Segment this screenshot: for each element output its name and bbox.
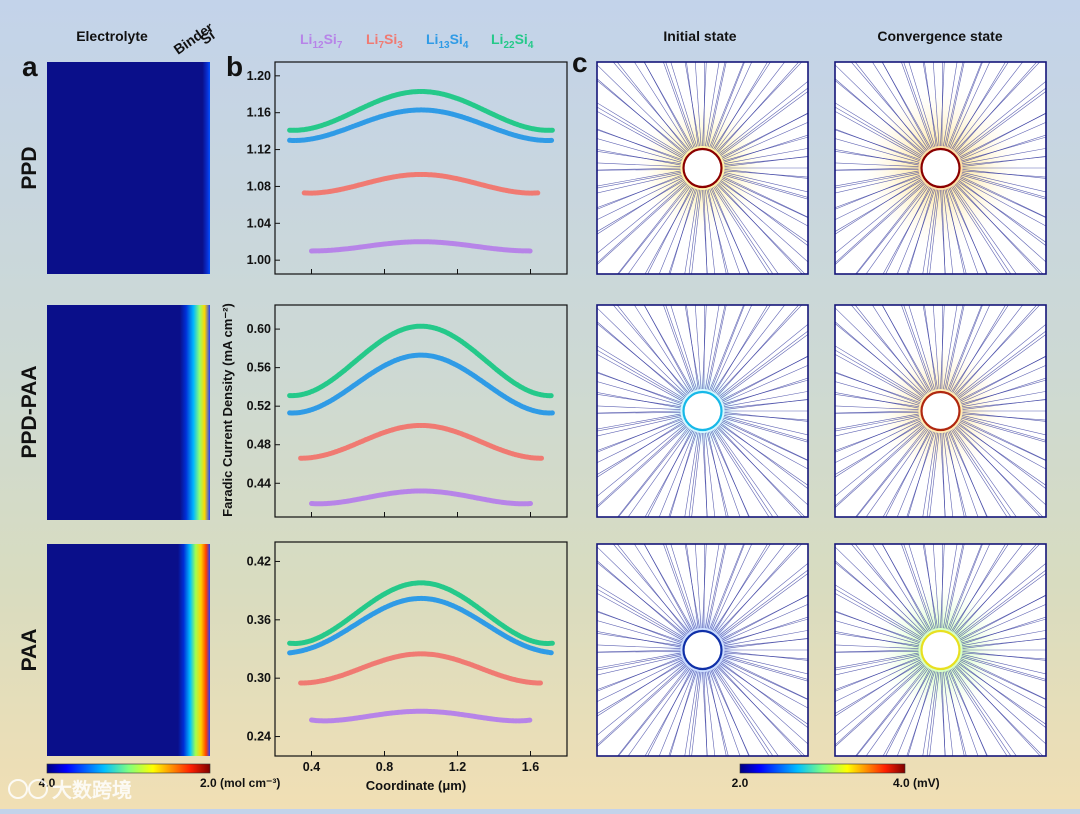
series-line-li12si7-ppd [312, 242, 531, 251]
watermark: 大数跨境 [9, 778, 132, 802]
binder-region-ppd [183, 62, 210, 274]
concentration-map-ppd-paa [47, 305, 210, 520]
header-initial-state: Initial state [663, 28, 736, 44]
field-panel-initial-ppd-paa [533, 241, 873, 581]
concentration-map-ppd [47, 62, 210, 274]
row-label-ppd-paa: PPD-PAA [18, 366, 41, 459]
potential-field-panels [533, 0, 1080, 809]
panel-letter-c: c [572, 47, 588, 78]
row-label-paa: PAA [18, 629, 41, 672]
y-tick-label: 1.04 [247, 216, 271, 230]
legend-entry-li22si4: Li22Si4 [491, 31, 534, 51]
panel-letter-b: b [226, 51, 243, 82]
binder-region-ppd-paa [180, 305, 210, 520]
x-tick-label: 1.6 [522, 760, 539, 774]
subplot-frame-ppd-paa [275, 305, 567, 517]
y-tick-label: 0.56 [247, 361, 271, 375]
y-tick-label: 0.42 [247, 554, 271, 568]
y-tick-label: 1.16 [247, 106, 271, 120]
y-tick-label: 1.12 [247, 143, 271, 157]
potential-colorbar: 2.0 4.0 (mV) [732, 764, 940, 790]
watermark-text: 大数跨境 [52, 778, 132, 802]
header-electrolyte: Electrolyte [76, 28, 148, 44]
particle-ring [684, 392, 722, 430]
series-line-li13si4-paa [290, 598, 553, 653]
current-density-chart: 1.00 1.04 1.08 1.12 1.16 1.20 0.44 0.48 0.52 0.56… [247, 69, 553, 774]
y-tick-label: 0.36 [247, 613, 271, 627]
y-tick-label: 0.60 [247, 322, 271, 336]
potential-colorbar-gradient [740, 764, 905, 773]
potential-colorbar-max: 4.0 (mV) [893, 776, 940, 790]
concentration-map-paa [47, 544, 210, 756]
series-line-li12si7-ppd-paa [312, 491, 531, 504]
subplot-ppd: 1.00 1.04 1.08 1.12 1.16 1.20 [247, 69, 553, 274]
y-tick-label: 0.52 [247, 399, 271, 413]
particle-ring [922, 149, 960, 187]
y-tick-label: 1.20 [247, 69, 271, 83]
binder-region-paa [178, 544, 210, 756]
watermark-icon [9, 780, 27, 798]
series-line-li7si3-paa [301, 654, 542, 683]
series-line-li22si4-ppd-paa [290, 326, 553, 396]
legend-entry-li13si4: Li13Si4 [426, 31, 469, 51]
x-tick-label: 0.4 [303, 760, 320, 774]
y-tick-label: 1.00 [247, 253, 271, 267]
particle-ring [922, 631, 960, 669]
row-label-ppd: PPD [18, 146, 41, 189]
concentration-colorbar-gradient [47, 764, 210, 773]
potential-colorbar-min: 2.0 [732, 776, 749, 790]
y-tick-label: 0.24 [247, 730, 271, 744]
subplot-ppd-paa: 0.44 0.48 0.52 0.56 0.60 [247, 322, 553, 517]
concentration-colorbar-max: 2.0 (mol cm⁻³) [200, 776, 280, 790]
series-line-li7si3-ppd [304, 175, 538, 194]
x-tick-label: 1.2 [449, 760, 466, 774]
chart-legend: Li12Si7 Li7Si3 Li13Si4 Li22Si4 [300, 31, 534, 51]
particle-ring [684, 149, 722, 187]
series-line-li7si3-ppd-paa [301, 426, 542, 459]
subplot-paa: 0.24 0.30 0.36 0.42 [247, 554, 553, 756]
series-line-li12si7-paa [312, 711, 531, 721]
panel-letter-a: a [22, 51, 38, 82]
field-panel-convergence-ppd [771, 0, 1080, 338]
legend-entry-li12si7: Li12Si7 [300, 31, 343, 51]
field-panel-convergence-ppd-paa [771, 241, 1080, 581]
field-panel-convergence-paa [771, 480, 1080, 809]
y-tick-label: 0.30 [247, 671, 271, 685]
x-tick-label: 0.8 [376, 760, 393, 774]
y-tick-label: 0.48 [247, 438, 271, 452]
x-axis-label: Coordinate (μm) [366, 778, 466, 793]
particle-ring [684, 631, 722, 669]
subplot-frame-paa [275, 542, 567, 756]
header-convergence-state: Convergence state [877, 28, 1002, 44]
y-tick-label: 0.44 [247, 476, 271, 490]
y-tick-label: 1.08 [247, 179, 271, 193]
series-line-li22si4-paa [290, 583, 553, 644]
field-panel-initial-paa [533, 480, 873, 809]
y-axis-label: Faradic Current Density (mA cm⁻²) [220, 303, 235, 517]
particle-ring [922, 392, 960, 430]
legend-entry-li7si3: Li7Si3 [366, 31, 403, 51]
